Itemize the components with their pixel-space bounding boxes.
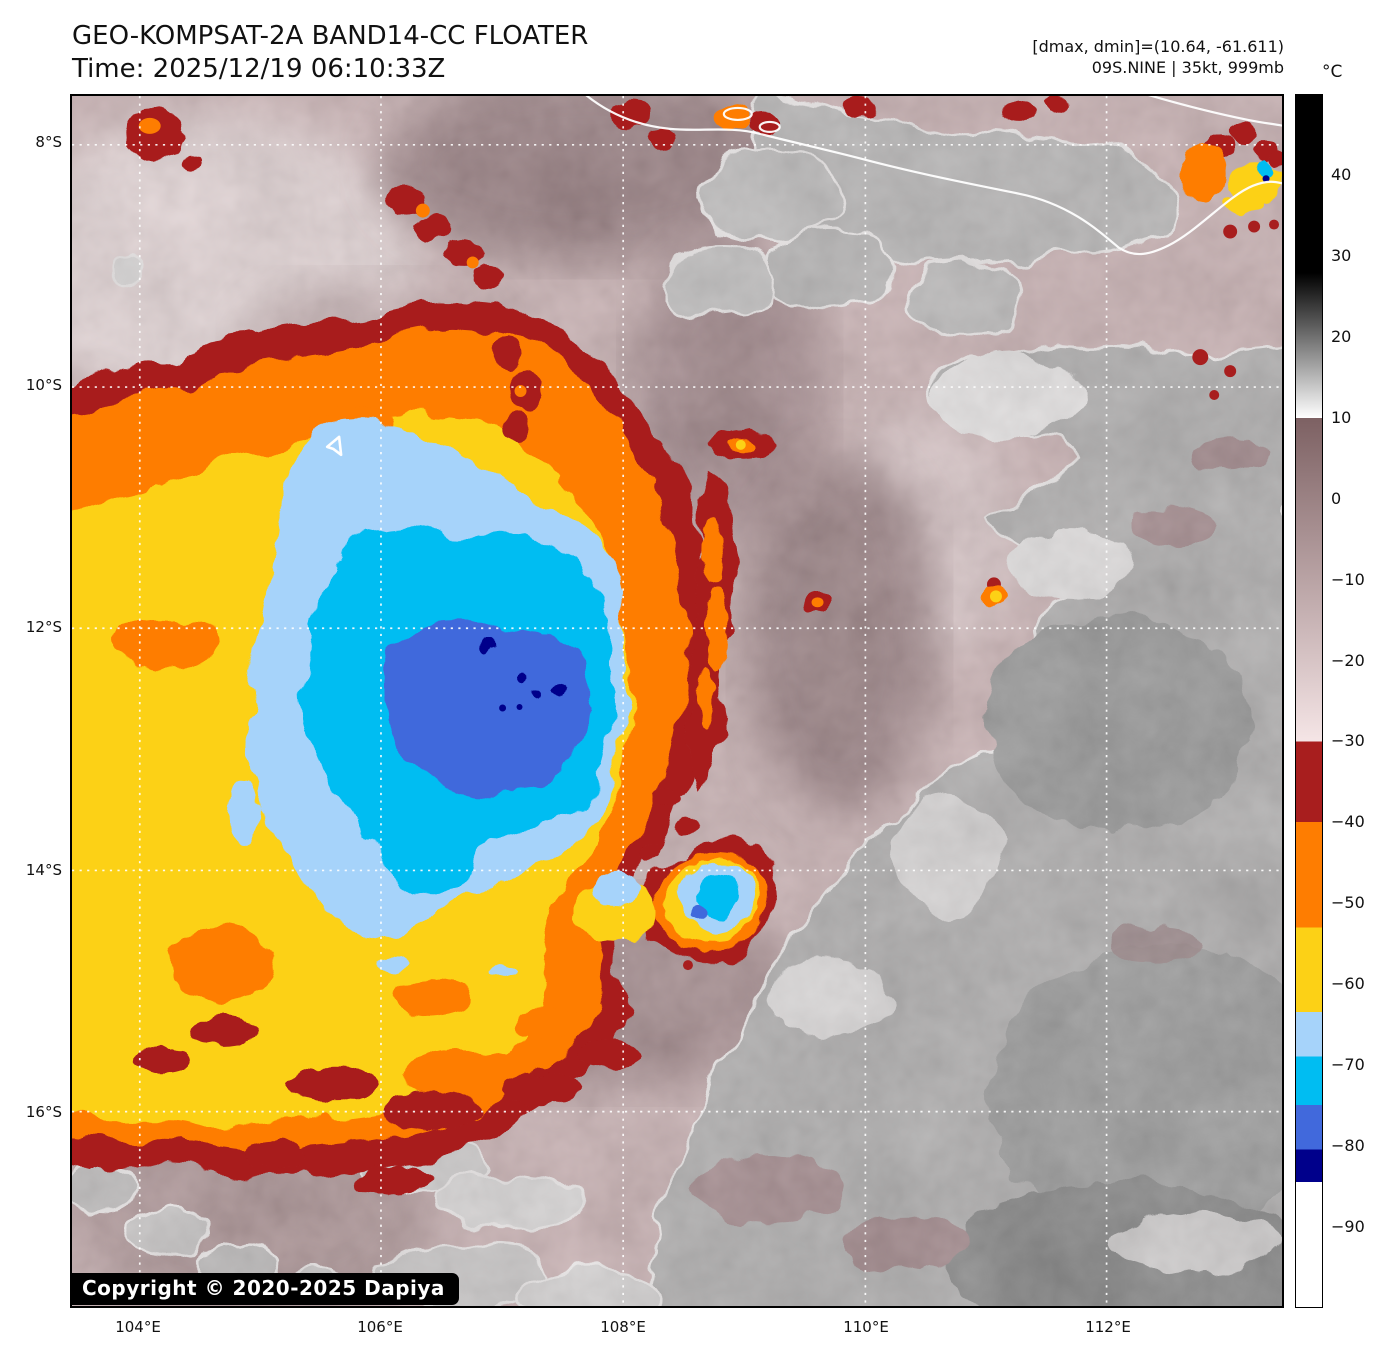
latitude-tick: 14°S bbox=[25, 861, 62, 879]
colorbar-tick: 20 bbox=[1331, 326, 1352, 346]
dmax-dmin-readout: [dmax, dmin]=(10.64, -61.611) bbox=[1032, 37, 1284, 56]
longitude-tick: 104°E bbox=[115, 1318, 161, 1336]
colorbar-tick: 40 bbox=[1331, 164, 1352, 184]
latitude-tick: 8°S bbox=[35, 133, 62, 151]
satellite-map: Copyright © 2020-2025 Dapiya bbox=[70, 94, 1284, 1308]
longitude-tick: 108°E bbox=[600, 1318, 646, 1336]
coastline bbox=[585, 96, 1282, 256]
longitude-tick: 110°E bbox=[843, 1318, 889, 1336]
colorbar-tick: −50 bbox=[1331, 893, 1365, 913]
latitude-tick: 16°S bbox=[25, 1103, 62, 1121]
colorbar-tick: −30 bbox=[1331, 731, 1365, 751]
graticule-gridlines bbox=[72, 96, 1282, 1306]
satellite-image bbox=[72, 96, 1282, 1306]
longitude-tick: 112°E bbox=[1085, 1318, 1131, 1336]
colorbar-tick: −90 bbox=[1331, 1217, 1365, 1237]
colorbar-tick: −20 bbox=[1331, 650, 1365, 670]
colorbar-tick: −60 bbox=[1331, 974, 1365, 994]
colorbar-tick: 10 bbox=[1331, 407, 1352, 427]
longitude-tick: 106°E bbox=[357, 1318, 403, 1336]
temperature-colorbar bbox=[1295, 94, 1323, 1308]
image-time: Time: 2025/12/19 06:10:33Z bbox=[72, 54, 446, 84]
storm-navy-specks bbox=[479, 638, 564, 712]
colorbar-unit-label: °C bbox=[1322, 62, 1343, 82]
colorbar-tick: −10 bbox=[1331, 569, 1365, 589]
colorbar-tick: −70 bbox=[1331, 1055, 1365, 1075]
north-scattered-cells bbox=[123, 96, 1069, 442]
small-hot-tower-spot bbox=[708, 429, 777, 460]
storm-south-red-flecks bbox=[133, 1015, 641, 1195]
paleblue-dot bbox=[373, 956, 409, 975]
storm-royal-core bbox=[380, 622, 593, 795]
colorbar-tick: 30 bbox=[1331, 245, 1352, 265]
latitude-tick: 10°S bbox=[25, 376, 62, 394]
paleblue-dot bbox=[488, 964, 517, 979]
latitude-tick: 12°S bbox=[25, 618, 62, 636]
page-title-block: GEO-KOMPSAT-2A BAND14-CC FLOATER Time: 2… bbox=[72, 20, 588, 86]
header-annotation: [dmax, dmin]=(10.64, -61.611) 09S.NINE |… bbox=[884, 36, 1284, 78]
east-isolated-spot bbox=[979, 577, 1008, 608]
east-red-streak bbox=[639, 474, 832, 860]
colorbar-tick: −80 bbox=[1331, 1136, 1365, 1156]
storm-info-readout: 09S.NINE | 35kt, 999mb bbox=[1091, 58, 1284, 77]
colorbar-tick: 0 bbox=[1331, 488, 1342, 508]
storm-enhancement-layer bbox=[72, 96, 1282, 1195]
copyright-badge: Copyright © 2020-2025 Dapiya bbox=[72, 1273, 459, 1305]
storm-position-marker bbox=[325, 435, 343, 457]
paleblue-finger bbox=[228, 779, 259, 844]
page-title: GEO-KOMPSAT-2A BAND14-CC FLOATER bbox=[72, 21, 589, 51]
colorbar-tick: −40 bbox=[1331, 812, 1365, 832]
southeast-cold-cell bbox=[573, 843, 776, 971]
